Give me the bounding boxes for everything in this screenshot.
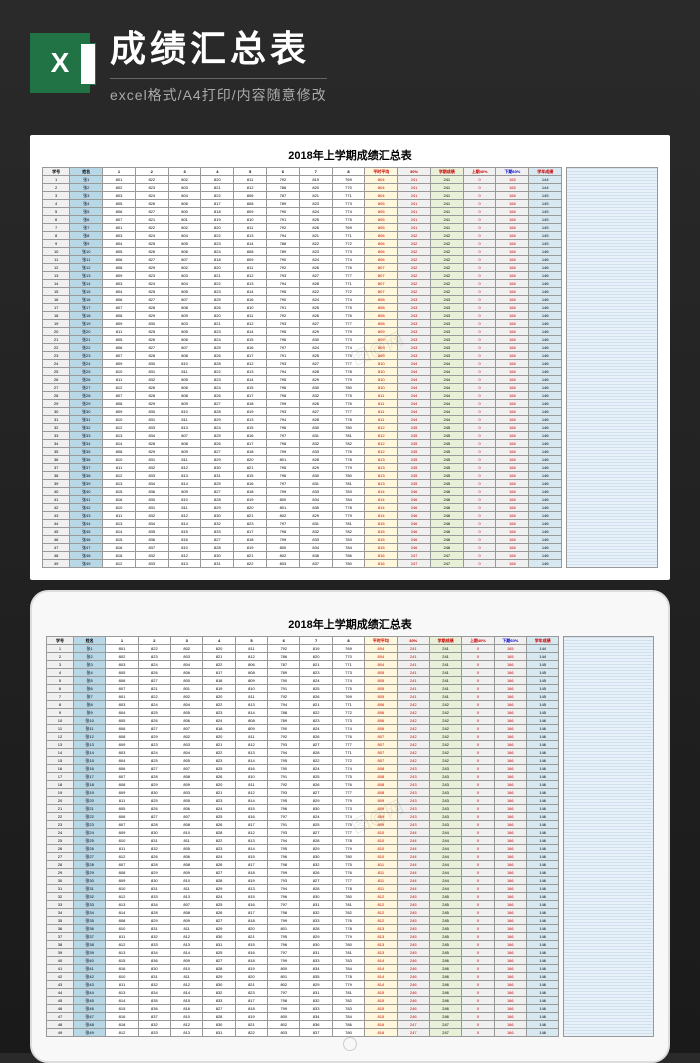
sheet-wrap-2: 学号姓名12345678平时平均30%学期成绩上期40%下期60%学年成绩1张1…	[46, 636, 654, 1037]
grade-table-2: 学号姓名12345678平时平均30%学期成绩上期40%下期60%学年成绩1张1…	[46, 636, 559, 1037]
template-subtitle: excel格式/A4打印/内容随意修改	[110, 85, 327, 105]
preview-desktop: 2018年上学期成绩汇总表 学号姓名12345678平时平均30%学期成绩上期4…	[30, 135, 670, 580]
grade-table-1: 学号姓名12345678平时平均30%学期成绩上期40%下期60%学年成绩1张1…	[42, 167, 562, 568]
sheet-title: 2018年上学期成绩汇总表	[42, 147, 658, 163]
excel-icon: X	[30, 33, 90, 93]
side-chart-1	[566, 167, 658, 568]
sheet-wrap: 学号姓名12345678平时平均30%学期成绩上期40%下期60%学年成绩1张1…	[42, 167, 658, 568]
template-header: X 成绩汇总表 excel格式/A4打印/内容随意修改	[0, 0, 700, 125]
side-chart-2	[563, 636, 654, 1037]
sheet-title-2: 2018年上学期成绩汇总表	[46, 616, 654, 632]
excel-icon-letter: X	[51, 47, 70, 79]
preview-tablet: 2018年上学期成绩汇总表 学号姓名12345678平时平均30%学期成绩上期4…	[30, 590, 670, 1063]
template-title: 成绩汇总表	[110, 20, 327, 79]
title-block: 成绩汇总表 excel格式/A4打印/内容随意修改	[110, 20, 327, 105]
